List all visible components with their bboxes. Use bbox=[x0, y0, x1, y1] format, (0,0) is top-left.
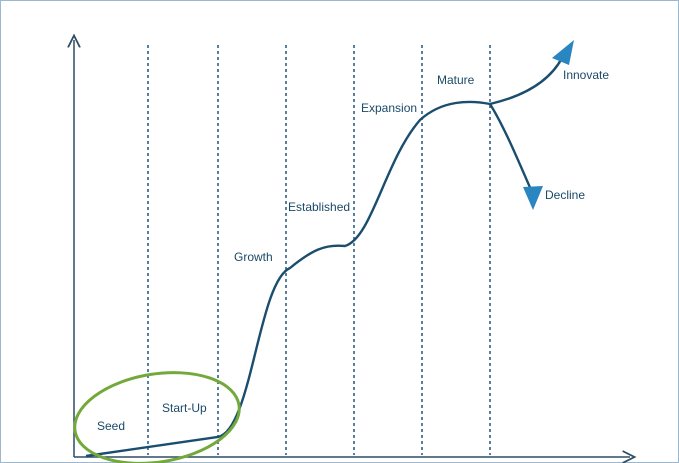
stage-label-seed: Seed bbox=[97, 419, 125, 433]
decline-arrowhead-icon bbox=[523, 186, 543, 210]
stage-label-startup: Start-Up bbox=[162, 401, 207, 415]
innovate-branch bbox=[489, 57, 564, 106]
decline-branch bbox=[488, 103, 534, 193]
stage-label-growth: Growth bbox=[234, 250, 273, 264]
seed-startup-highlight bbox=[73, 371, 241, 463]
stage-label-mature: Mature bbox=[437, 73, 475, 87]
stage-label-established: Established bbox=[288, 200, 350, 214]
stage-label-expansion: Expansion bbox=[361, 101, 417, 115]
outcome-label-innovate: Innovate bbox=[563, 68, 609, 82]
stage-dividers bbox=[147, 45, 491, 455]
innovate-arrowhead-icon bbox=[552, 40, 574, 65]
lifecycle-curve bbox=[85, 100, 491, 458]
outcome-label-decline: Decline bbox=[545, 188, 585, 202]
